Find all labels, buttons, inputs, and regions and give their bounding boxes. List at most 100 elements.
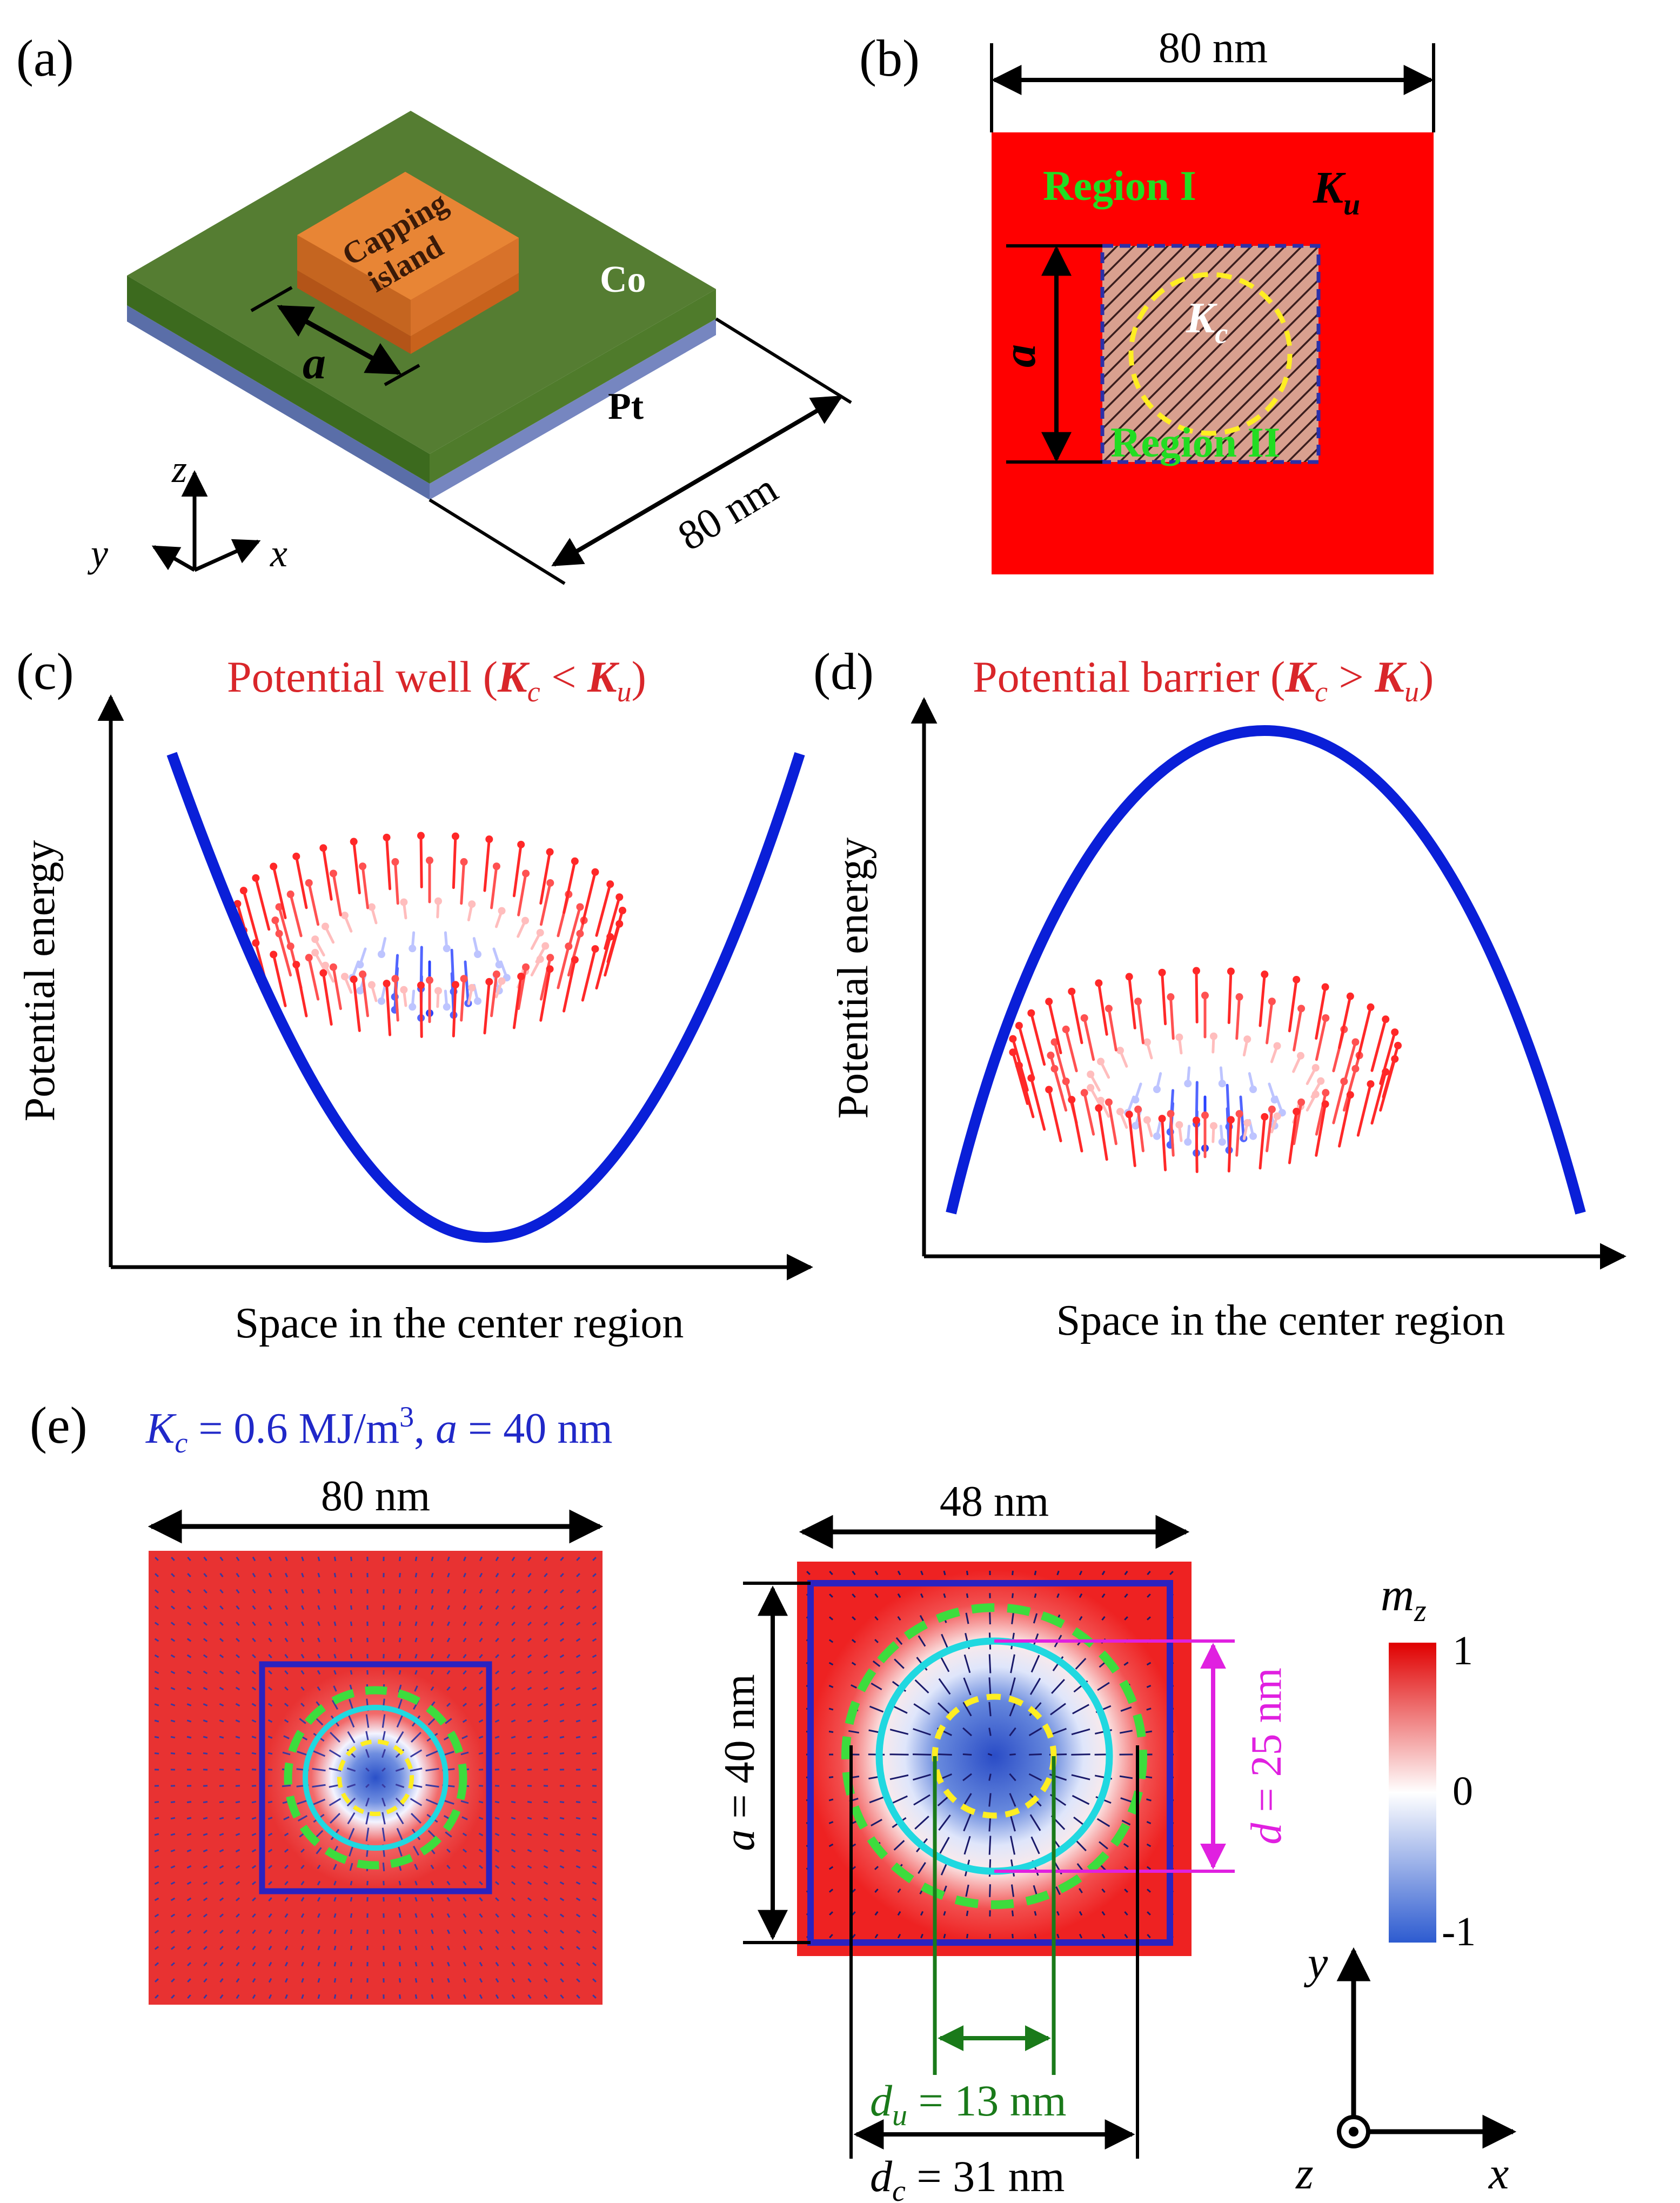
spin-arrow-head bbox=[522, 869, 530, 878]
field-arrow bbox=[154, 1638, 159, 1642]
field-arrow bbox=[252, 1638, 256, 1642]
field-arrow bbox=[495, 1994, 499, 1999]
field-arrow bbox=[478, 1736, 484, 1739]
field-arrow bbox=[235, 1865, 240, 1869]
field-arrow bbox=[267, 1849, 273, 1853]
spin-arrow bbox=[322, 972, 333, 1026]
field-arrow bbox=[329, 1767, 342, 1772]
spin-arrow-head bbox=[1184, 1138, 1192, 1146]
field-arrow bbox=[330, 1813, 340, 1824]
field-arrow bbox=[1056, 1593, 1060, 1598]
field-arrow bbox=[527, 1654, 532, 1658]
field-arrow bbox=[332, 1699, 338, 1710]
spin-arrow bbox=[595, 882, 612, 937]
field-arrow bbox=[544, 1930, 548, 1934]
field-arrow bbox=[511, 1865, 516, 1869]
field-arrow bbox=[511, 1736, 516, 1739]
field-arrow bbox=[1010, 1884, 1015, 1897]
spin-arrow-head bbox=[1218, 1138, 1226, 1146]
field-arrow bbox=[543, 1817, 548, 1820]
spin-arrow bbox=[254, 876, 271, 931]
panel-c-title: Potential well (Kc < Ku) bbox=[227, 652, 646, 708]
spin-arrow-head bbox=[1296, 1052, 1304, 1060]
field-arrow bbox=[494, 1881, 500, 1885]
field-arrow bbox=[851, 1639, 856, 1643]
field-arrow bbox=[251, 1736, 257, 1739]
field-arrow bbox=[478, 1849, 484, 1853]
spin-arrow bbox=[452, 983, 457, 1037]
field-arrow bbox=[495, 1961, 499, 1967]
spin-arrow-head bbox=[1192, 1116, 1200, 1124]
spin-arrow-head bbox=[1095, 1104, 1103, 1112]
spin-arrow-head bbox=[474, 997, 482, 1005]
field-arrow bbox=[897, 1616, 901, 1621]
panel-e: (e) Kc = 0.6 MJ/m3, a = 40 nm 80 nm 48 n… bbox=[30, 1396, 1517, 2203]
field-arrow bbox=[301, 1994, 304, 1999]
spin-arrow-head bbox=[1367, 1080, 1375, 1088]
spin-arrow-head bbox=[1143, 1116, 1151, 1124]
field-arrow bbox=[236, 1638, 240, 1642]
field-arrow bbox=[329, 1798, 342, 1806]
field-arrow bbox=[317, 1556, 320, 1562]
field-arrow bbox=[543, 1654, 548, 1658]
field-arrow bbox=[300, 1621, 305, 1626]
spin-arrow-head bbox=[615, 893, 624, 901]
spin-arrow-head bbox=[329, 963, 337, 971]
zoom-map-dc-circle bbox=[841, 1603, 1147, 1909]
spin-arrow-head bbox=[1235, 993, 1243, 1001]
field-arrow bbox=[494, 1686, 500, 1691]
field-arrow bbox=[575, 1752, 581, 1755]
spin-arrow-head bbox=[322, 922, 330, 930]
field-arrow bbox=[170, 1654, 176, 1658]
field-arrow bbox=[1034, 1570, 1037, 1576]
field-arrow bbox=[478, 1817, 484, 1820]
field-arrow bbox=[1101, 1911, 1106, 1916]
field-arrow bbox=[939, 1837, 950, 1854]
spin-arrow-head bbox=[340, 973, 349, 981]
field-arrow bbox=[267, 1832, 273, 1837]
field-arrow bbox=[1075, 1658, 1087, 1670]
field-arrow bbox=[463, 1670, 467, 1675]
field-arrow bbox=[913, 1728, 931, 1736]
field-arrow bbox=[268, 1572, 272, 1578]
colorbar bbox=[1389, 1643, 1436, 1943]
field-arrow bbox=[397, 1699, 403, 1711]
field-arrow bbox=[333, 1929, 337, 1934]
spin-arrow-head bbox=[1167, 993, 1175, 1001]
field-arrow bbox=[560, 1962, 564, 1966]
spin-arrow-head bbox=[1045, 997, 1053, 1006]
field-arrow bbox=[1119, 1775, 1133, 1779]
field-arrow bbox=[511, 1622, 516, 1626]
spin-arrow-head bbox=[571, 857, 579, 865]
field-arrow bbox=[251, 1865, 257, 1869]
spin-arrow bbox=[1288, 1110, 1298, 1164]
field-arrow bbox=[592, 1833, 597, 1836]
spin-arrow-head bbox=[546, 879, 554, 887]
field-arrow bbox=[592, 1897, 597, 1901]
field-arrow bbox=[592, 1865, 597, 1869]
field-arrow bbox=[1123, 1843, 1129, 1848]
field-arrow bbox=[186, 1930, 192, 1934]
field-arrow bbox=[301, 1945, 304, 1951]
field-arrow bbox=[962, 1727, 972, 1737]
field-arrow bbox=[252, 1897, 256, 1901]
spin-arrow bbox=[332, 872, 342, 916]
spin-arrow-head bbox=[233, 900, 242, 908]
field-arrow bbox=[284, 1913, 289, 1918]
field-arrow bbox=[559, 1913, 565, 1918]
field-arrow bbox=[317, 1670, 321, 1675]
spin-arrow-head bbox=[451, 832, 459, 840]
spin-arrow-head bbox=[517, 840, 525, 848]
spin-arrow bbox=[567, 932, 581, 977]
field-arrow bbox=[333, 1605, 337, 1610]
field-arrow bbox=[1123, 1866, 1129, 1870]
field-arrow bbox=[186, 1849, 192, 1852]
spin-arrow bbox=[1070, 990, 1083, 1044]
field-arrow bbox=[300, 1913, 305, 1918]
axis-z-label-e: z bbox=[1295, 2148, 1314, 2199]
spin-arrow-head bbox=[498, 977, 506, 985]
spin-arrow-head bbox=[1105, 1005, 1113, 1013]
field-arrow bbox=[592, 1589, 597, 1593]
field-arrow bbox=[203, 1833, 208, 1836]
field-arrow bbox=[219, 1946, 224, 1950]
